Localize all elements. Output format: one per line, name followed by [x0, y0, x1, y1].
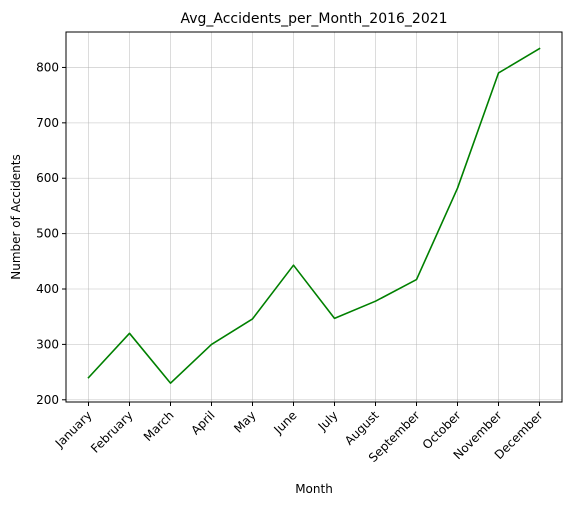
- plot-area: [87, 47, 541, 384]
- x-axis-label: Month: [295, 482, 333, 496]
- x-tick-label: July: [315, 408, 341, 434]
- y-tick-label: 500: [36, 227, 59, 241]
- y-tick-label: 700: [36, 116, 59, 130]
- axes-frame: [65, 31, 563, 403]
- y-axis-label: Number of Accidents: [9, 154, 23, 280]
- x-tick-label: August: [342, 408, 382, 448]
- x-tick-label: February: [88, 408, 136, 456]
- y-tick-label: 300: [36, 337, 59, 351]
- grid: [66, 32, 562, 402]
- series-line: [87, 47, 541, 384]
- x-tick-label: March: [141, 408, 177, 444]
- y-tick-label: 800: [36, 60, 59, 74]
- x-tick-label: May: [231, 408, 258, 435]
- chart-title: Avg_Accidents_per_Month_2016_2021: [180, 11, 447, 27]
- y-tick-label: 400: [36, 282, 59, 296]
- x-tick-label: April: [188, 408, 217, 437]
- x-tick-label: June: [271, 408, 300, 437]
- y-tick-label: 200: [36, 393, 59, 407]
- y-tick-label: 600: [36, 171, 59, 185]
